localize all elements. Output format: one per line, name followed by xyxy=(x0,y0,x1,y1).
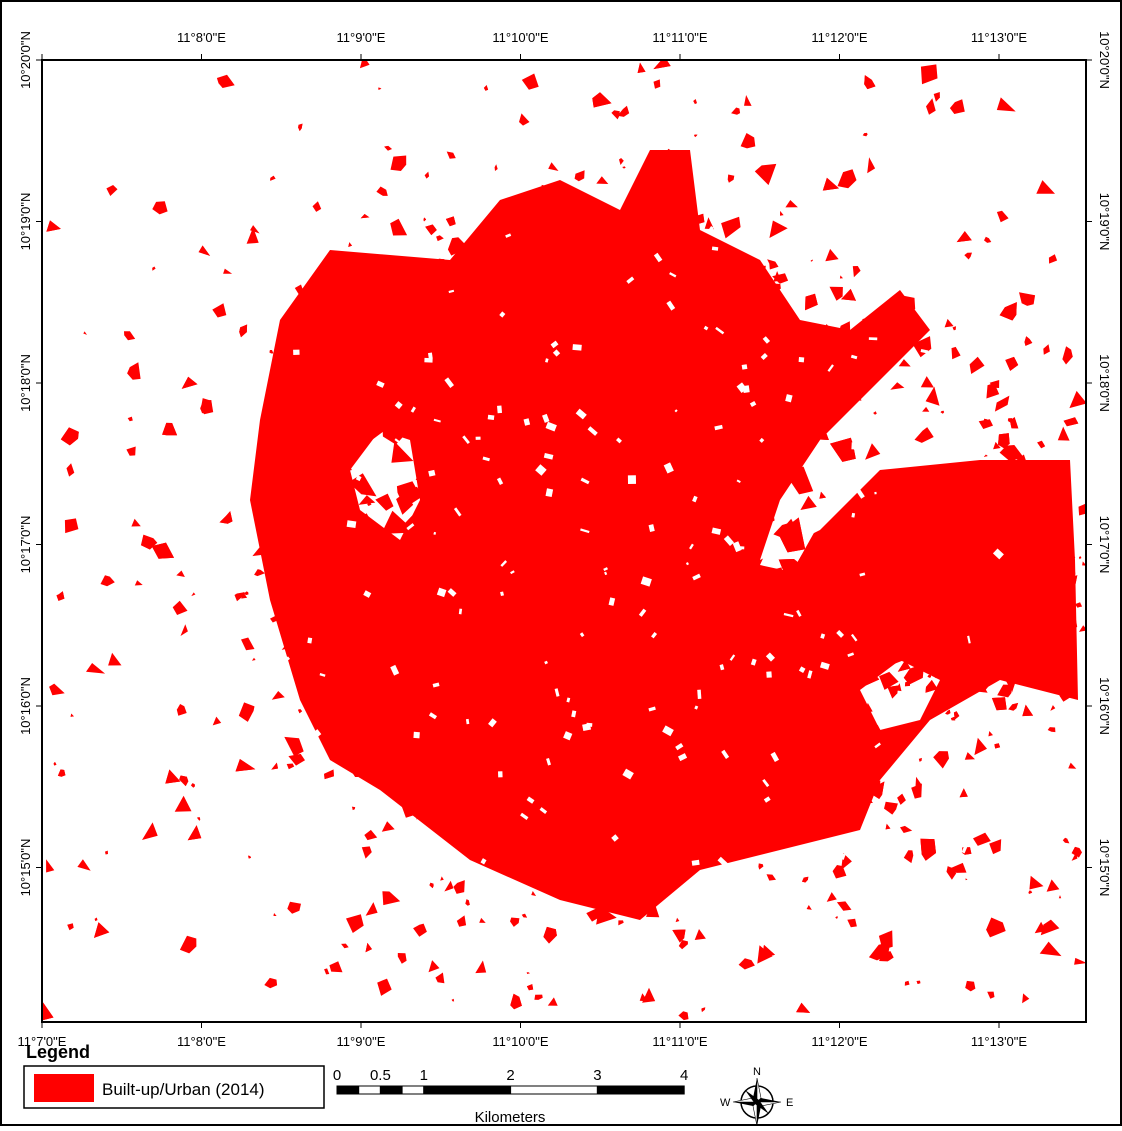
left-lat-label: 10°17'0"N xyxy=(18,516,33,574)
scale-segment xyxy=(597,1086,684,1094)
scale-segment xyxy=(424,1086,511,1094)
urban-gap xyxy=(488,415,495,420)
scale-label: 3 xyxy=(593,1067,601,1084)
bottom-lon-label: 11°7'0"E xyxy=(18,1034,67,1049)
scale-unit: Kilometers xyxy=(475,1109,546,1126)
urban-gap xyxy=(851,442,858,449)
left-lat-label: 10°16'0"N xyxy=(18,677,33,735)
urban-gap xyxy=(428,353,433,359)
urban-patch xyxy=(578,287,599,314)
urban-gap xyxy=(498,771,503,777)
scale-label: 1 xyxy=(420,1067,428,1084)
scale-label: 0.5 xyxy=(370,1067,391,1084)
right-lat-label: 10°15'0"N xyxy=(1097,839,1112,897)
scale-segment xyxy=(359,1086,381,1094)
top-lon-label: 11°11'0"E xyxy=(652,30,708,45)
right-lat-label: 10°20'0"N xyxy=(1097,31,1112,89)
urban-gap xyxy=(586,723,592,727)
urban-gap xyxy=(697,690,701,699)
top-lon-label: 11°9'0"E xyxy=(337,30,386,45)
urban-gap xyxy=(958,280,964,286)
urban-gap xyxy=(874,492,876,495)
urban-gap xyxy=(572,344,581,351)
urban-gap xyxy=(307,637,312,643)
map-page: Legend Built-up/Urban (2014) 00.51234 Ki… xyxy=(0,0,1122,1126)
left-lat-label: 10°20'0"N xyxy=(18,31,33,89)
scale-segment xyxy=(402,1086,424,1094)
urban-gap xyxy=(736,546,744,549)
right-lat-label: 10°17'0"N xyxy=(1097,516,1112,574)
urban-gap xyxy=(424,358,432,363)
scale-segment xyxy=(337,1086,359,1094)
left-lat-label: 10°15'0"N xyxy=(18,839,33,897)
top-lon-label: 11°8'0"E xyxy=(177,30,226,45)
compass-e: E xyxy=(786,1097,793,1109)
scale-segment xyxy=(380,1086,402,1094)
urban-gap xyxy=(743,385,750,393)
bottom-lon-label: 11°10'0"E xyxy=(492,1034,548,1049)
bottom-lon-label: 11°11'0"E xyxy=(652,1034,708,1049)
left-lat-label: 10°19'0"N xyxy=(18,193,33,251)
left-lat-label: 10°18'0"N xyxy=(18,354,33,412)
legend-label: Built-up/Urban (2014) xyxy=(102,1080,265,1099)
bottom-lon-label: 11°9'0"E xyxy=(337,1034,386,1049)
compass-w: W xyxy=(720,1097,731,1109)
bottom-lon-label: 11°13'0"E xyxy=(971,1034,1027,1049)
urban-gap xyxy=(869,337,877,340)
scale-label: 0 xyxy=(333,1067,341,1084)
right-lat-label: 10°18'0"N xyxy=(1097,354,1112,412)
urban-gap xyxy=(628,475,636,484)
urban-gap xyxy=(476,437,481,440)
urban-gap xyxy=(692,860,700,866)
urban-gap xyxy=(347,520,357,528)
urban-gap xyxy=(413,732,419,739)
urban-gap xyxy=(766,671,772,677)
urban-gap xyxy=(497,406,502,414)
bottom-lon-label: 11°8'0"E xyxy=(177,1034,226,1049)
urban-gap xyxy=(799,357,805,362)
right-lat-label: 10°16'0"N xyxy=(1097,677,1112,735)
scale-label: 2 xyxy=(506,1067,514,1084)
top-lon-label: 11°13'0"E xyxy=(971,30,1027,45)
scale-segment xyxy=(511,1086,598,1094)
right-lat-label: 10°19'0"N xyxy=(1097,193,1112,251)
urban-gap xyxy=(742,364,748,369)
top-lon-label: 11°12'0"E xyxy=(811,30,867,45)
compass-n: N xyxy=(753,1066,761,1078)
urban-gap xyxy=(712,247,718,251)
scale-label: 4 xyxy=(680,1067,688,1084)
urban-patch xyxy=(630,624,656,645)
legend-swatch xyxy=(34,1074,94,1102)
top-lon-label: 11°10'0"E xyxy=(492,30,548,45)
bottom-lon-label: 11°12'0"E xyxy=(811,1034,867,1049)
urban-gap xyxy=(293,350,300,355)
